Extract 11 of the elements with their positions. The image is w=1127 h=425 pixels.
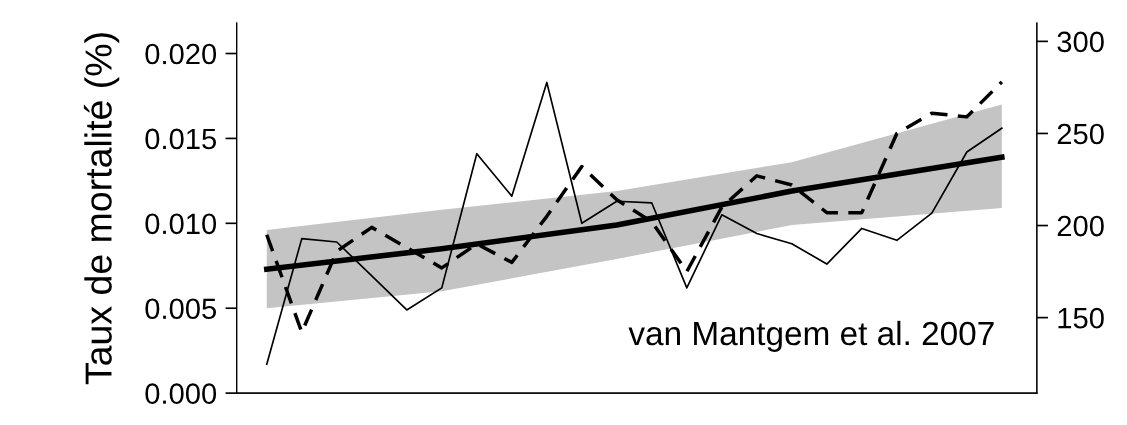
y2-tick-label: 300 [1057, 31, 1104, 53]
y-axis-title: Taux de mortalité (%) [83, 33, 120, 385]
y2-tick-label: 150 [1058, 307, 1104, 329]
y2-tick-label: 250 [1057, 123, 1104, 145]
y-tick-label: 0.010 [145, 213, 217, 235]
y-tick-label: 0.020 [145, 43, 217, 65]
y2-tick-label: 200 [1057, 215, 1104, 237]
y-tick-label: 0.000 [145, 383, 217, 404]
y-tick-label: 0.015 [145, 128, 217, 150]
y-tick-label: 0.005 [145, 298, 217, 320]
annotation: van Mantgem et al. 2007 [628, 320, 994, 352]
